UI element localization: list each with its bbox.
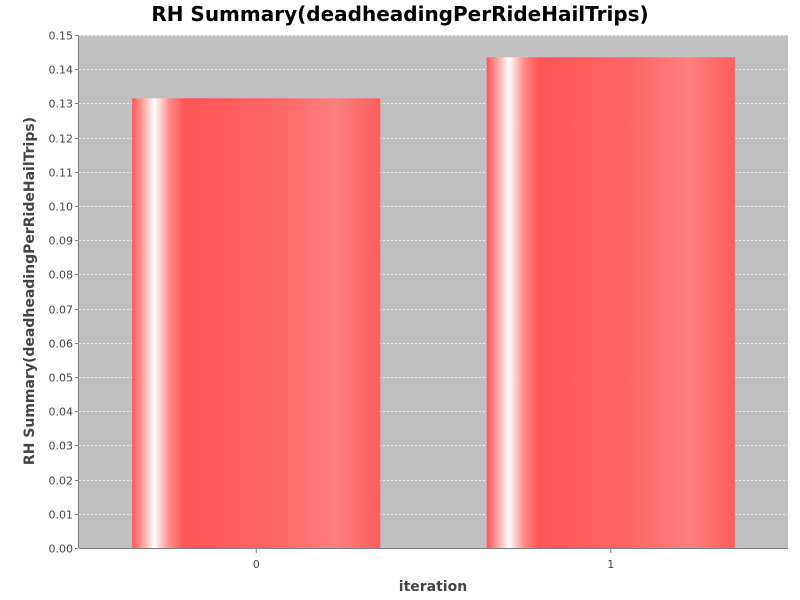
y-tick-label: 0.10 [49, 201, 74, 214]
y-tick-label: 0.01 [49, 509, 74, 522]
y-tick-label: 0.06 [49, 338, 74, 351]
bar-1 [486, 57, 735, 548]
y-tick-label: 0.13 [49, 98, 74, 111]
chart-title: RH Summary(deadheadingPerRideHailTrips) [151, 2, 648, 26]
y-tick-label: 0.05 [49, 372, 74, 385]
y-tick-label: 0.12 [49, 133, 74, 146]
y-tick-label: 0.08 [49, 269, 74, 282]
y-tick-label: 0.00 [49, 543, 74, 556]
y-axis-label: RH Summary(deadheadingPerRideHailTrips) [22, 117, 38, 465]
y-axis-ticks: 0.00 0.01 0.02 0.03 0.04 0.05 0.06 0.07 0.08 0.09… [49, 30, 78, 556]
bars [132, 57, 735, 549]
x-tick-label: 1 [607, 558, 614, 571]
y-tick-label: 0.07 [49, 304, 74, 317]
x-axis-label: iteration [399, 579, 467, 595]
y-tick-label: 0.02 [49, 475, 74, 488]
x-tick-label: 0 [253, 558, 260, 571]
y-tick-label: 0.11 [49, 167, 74, 180]
y-tick-label: 0.04 [49, 406, 74, 419]
y-tick-label: 0.14 [49, 64, 74, 77]
y-tick-label: 0.09 [49, 235, 74, 248]
y-tick-label: 0.03 [49, 440, 74, 453]
bar-0 [132, 98, 381, 549]
y-tick-label: 0.15 [49, 30, 74, 43]
